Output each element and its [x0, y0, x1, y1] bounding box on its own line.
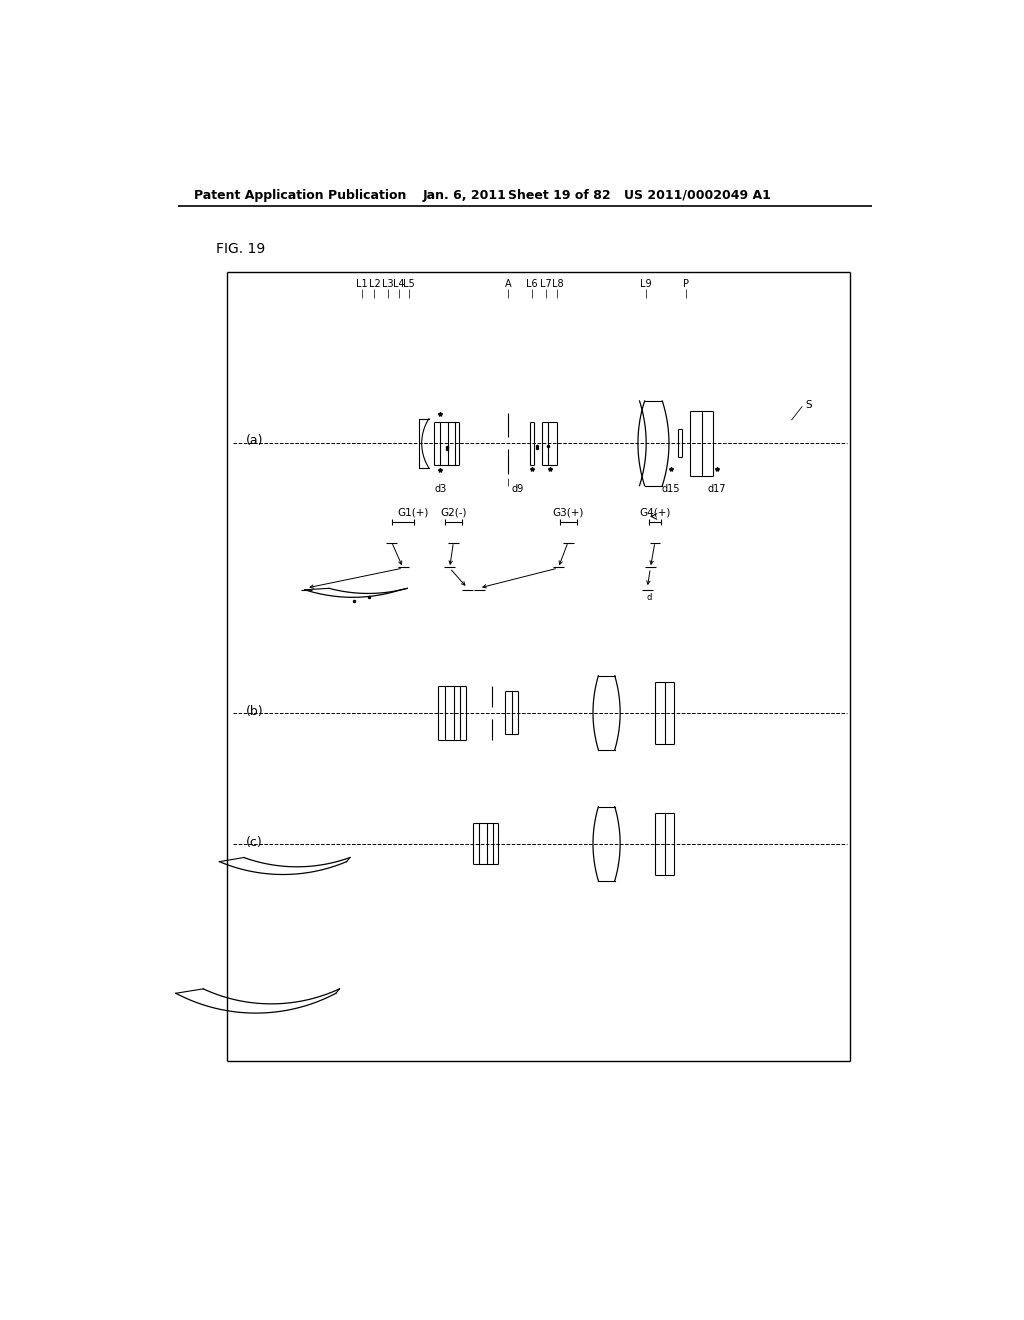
- Text: G3(+): G3(+): [553, 508, 584, 517]
- Text: G1(+): G1(+): [397, 508, 429, 517]
- Text: L3: L3: [382, 279, 393, 289]
- Text: L1: L1: [356, 279, 368, 289]
- Text: (c): (c): [246, 836, 262, 849]
- Text: d9: d9: [512, 484, 524, 495]
- Text: Patent Application Publication: Patent Application Publication: [194, 189, 407, 202]
- Text: FIG. 19: FIG. 19: [216, 243, 265, 256]
- Text: d3: d3: [434, 484, 446, 495]
- Text: A: A: [505, 279, 511, 289]
- Text: L9: L9: [640, 279, 651, 289]
- Text: US 2011/0002049 A1: US 2011/0002049 A1: [624, 189, 771, 202]
- Text: P: P: [683, 279, 689, 289]
- Text: L6: L6: [526, 279, 538, 289]
- Text: Jan. 6, 2011: Jan. 6, 2011: [423, 189, 507, 202]
- Text: (a): (a): [246, 434, 263, 447]
- Text: Sheet 19 of 82: Sheet 19 of 82: [508, 189, 610, 202]
- Text: G2(-): G2(-): [440, 508, 467, 517]
- Text: L7: L7: [540, 279, 552, 289]
- Text: d: d: [646, 593, 651, 602]
- Text: L8: L8: [552, 279, 563, 289]
- Text: L4: L4: [393, 279, 406, 289]
- Text: L5: L5: [403, 279, 415, 289]
- Text: (b): (b): [246, 705, 263, 718]
- Text: S: S: [805, 400, 812, 409]
- Text: G4(+): G4(+): [639, 508, 671, 517]
- Text: d15: d15: [662, 484, 680, 495]
- Text: d17: d17: [708, 484, 726, 495]
- Text: L2: L2: [369, 279, 380, 289]
